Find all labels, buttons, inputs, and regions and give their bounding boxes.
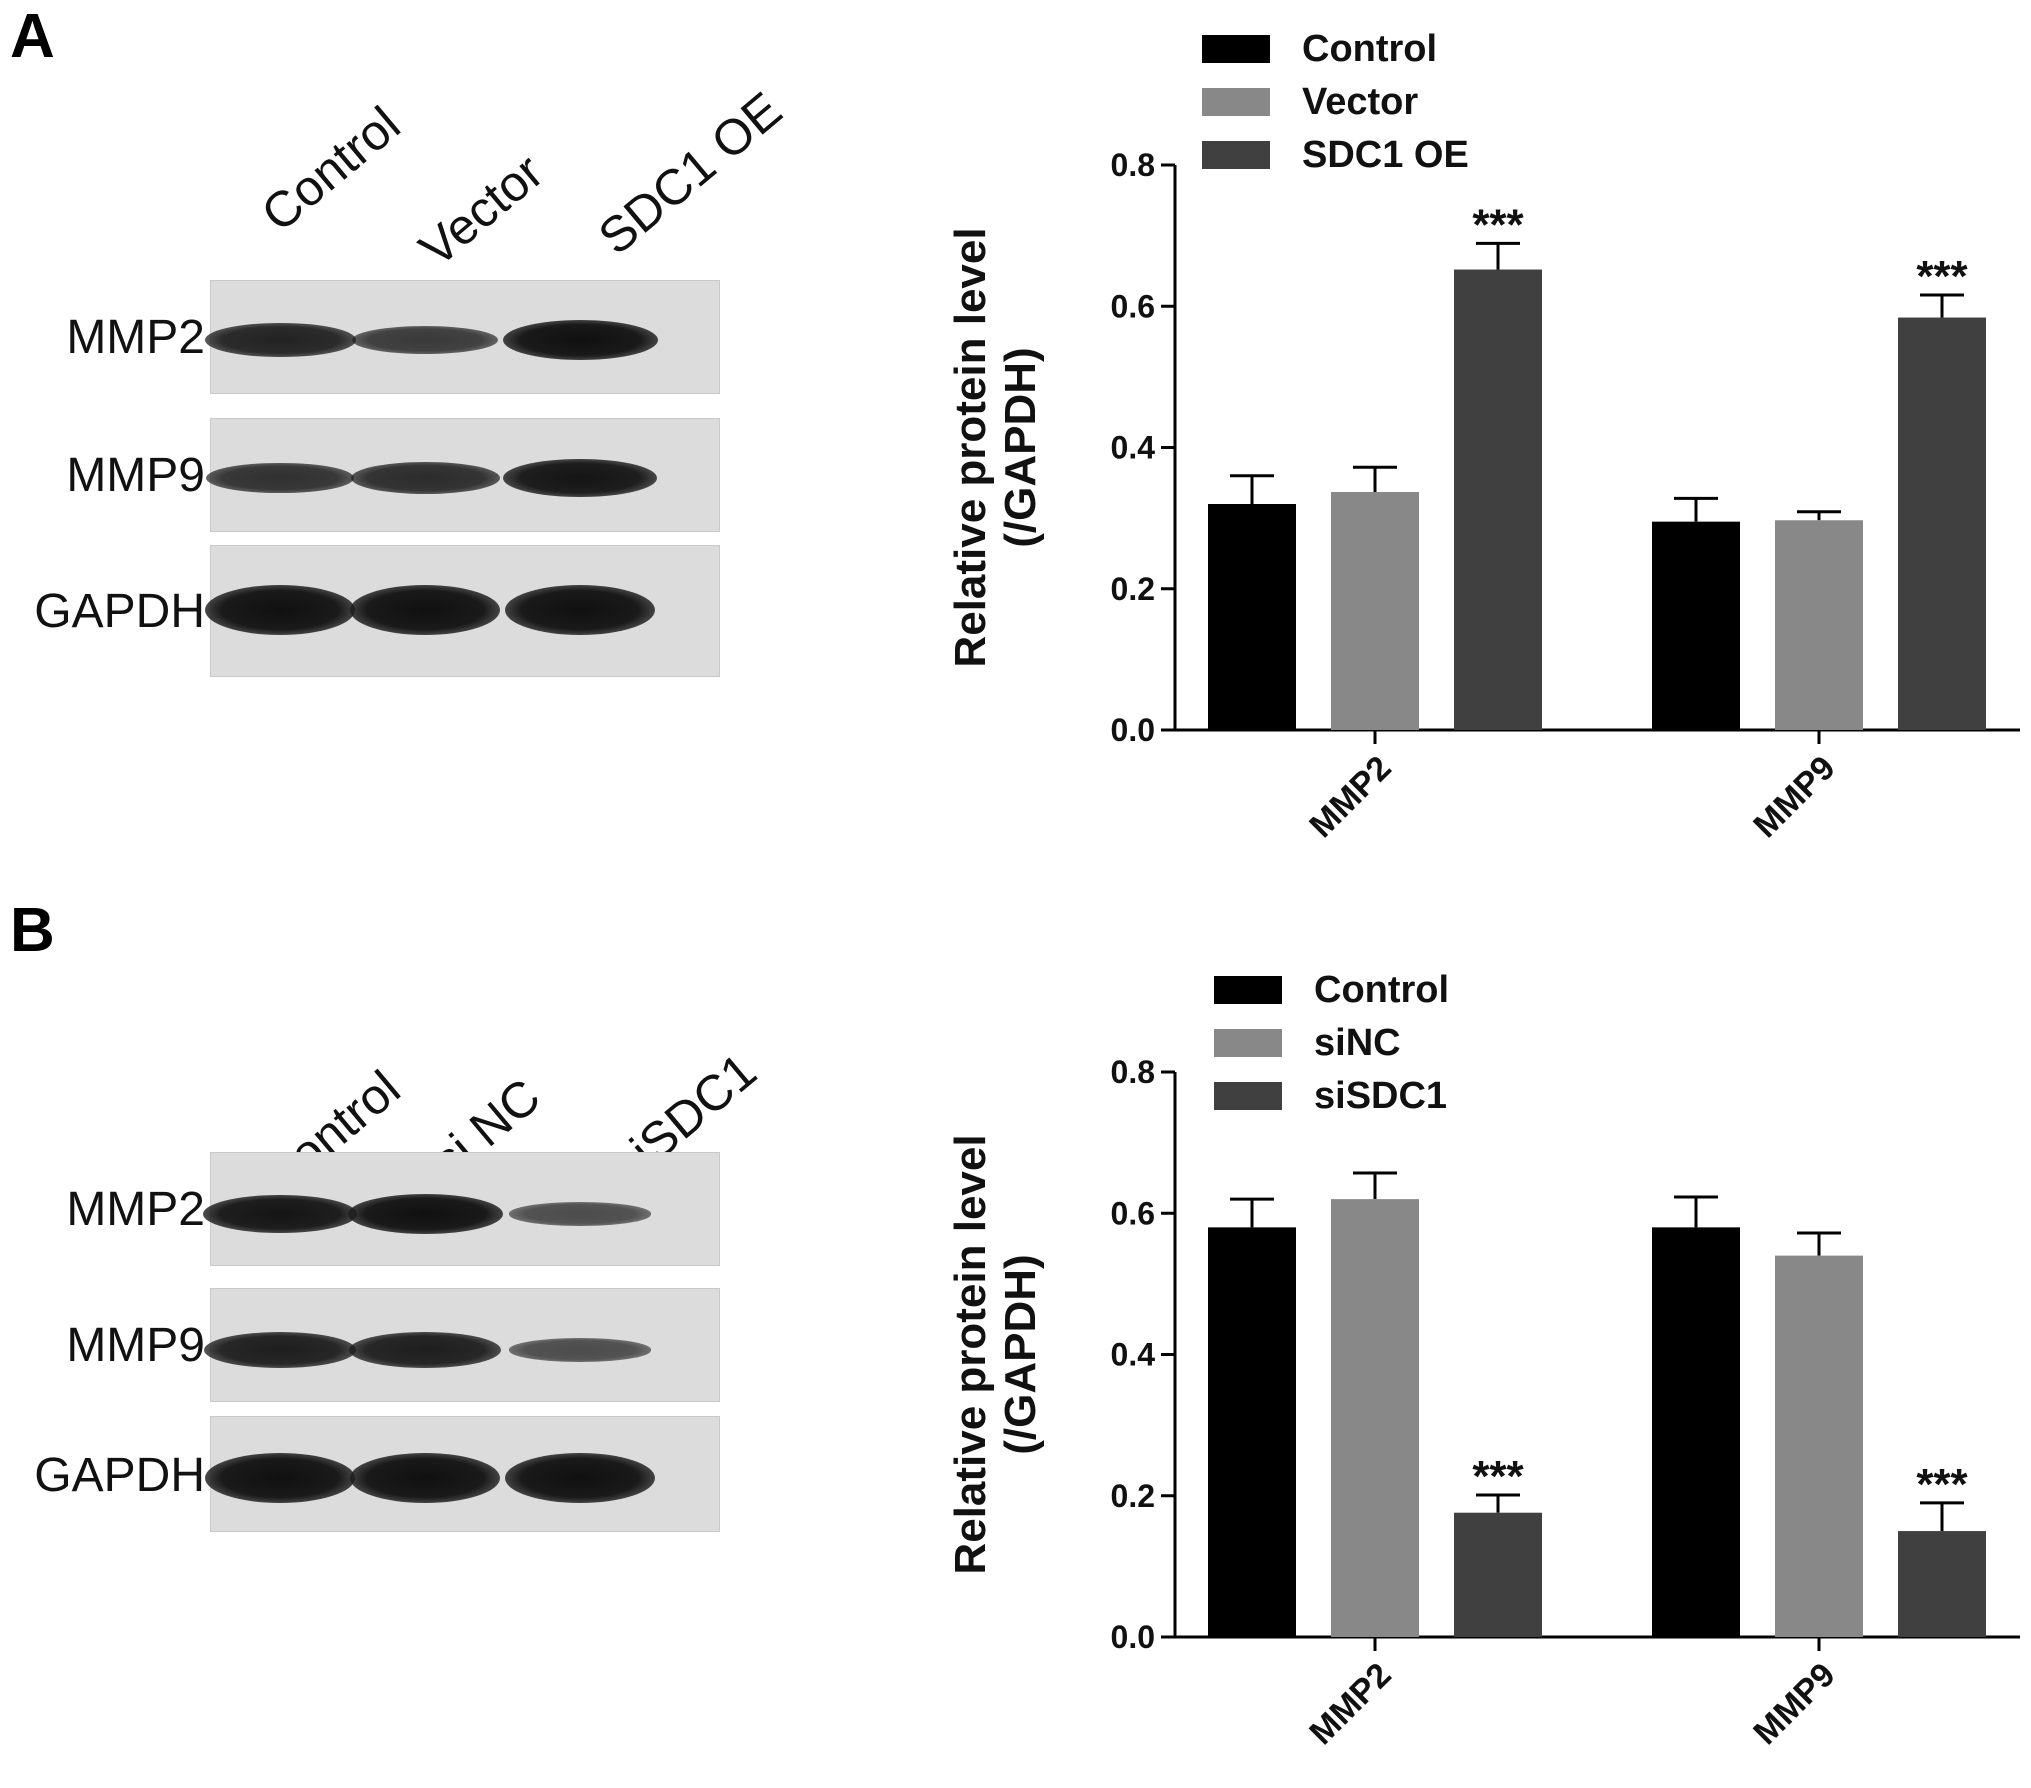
y-tick-label: 0.8	[1111, 1054, 1155, 1090]
y-tick-label: 0.4	[1111, 430, 1156, 466]
panel-letter: A	[10, 2, 55, 71]
blot-band	[503, 458, 657, 498]
y-tick-label: 0.0	[1111, 1619, 1155, 1655]
bar	[1208, 504, 1296, 730]
y-tick-label: 0.2	[1111, 571, 1155, 607]
protein-label: GAPDH	[34, 1449, 205, 1502]
y-axis-label-line: Relative protein level	[946, 1134, 995, 1574]
blot-band	[206, 462, 354, 494]
legend-label: SDC1 OE	[1302, 134, 1469, 176]
legend-swatch	[1202, 88, 1270, 116]
blot-band	[502, 320, 658, 360]
legend-label: Vector	[1302, 81, 1418, 123]
blot-band	[204, 322, 356, 358]
protein-label: MMP9	[66, 1319, 205, 1372]
y-tick-label: 0.8	[1111, 147, 1155, 183]
significance-marker: ***	[1472, 200, 1524, 249]
blot-band	[509, 1202, 651, 1226]
legend-swatch	[1214, 1082, 1282, 1110]
blot-band	[350, 461, 500, 495]
x-tick-label: MMP2	[1302, 749, 1398, 845]
legend-swatch	[1214, 1029, 1282, 1057]
y-tick-label: 0.0	[1111, 712, 1155, 748]
x-tick-label: MMP9	[1746, 1656, 1842, 1752]
protein-label: MMP2	[66, 1183, 205, 1236]
panel-b: B Control si NC siSDC1 MMP2 MMP9 GAPDH C…	[0, 894, 2031, 1788]
protein-label: MMP9	[66, 449, 205, 502]
legend-swatch	[1214, 976, 1282, 1004]
blot-band	[349, 1331, 501, 1369]
y-tick-label: 0.6	[1111, 288, 1155, 324]
bar-chart-a: Control Vector SDC1 OE 0.0 0.2 0.4 0.6 0.8 Relat…	[946, 28, 2020, 845]
blot-band	[347, 1194, 503, 1234]
y-axis-label-line: (/GAPDH)	[996, 1254, 1045, 1454]
blot-band	[203, 1194, 357, 1234]
legend-label: Control	[1314, 969, 1449, 1011]
y-axis-label: Relative protein level(/GAPDH)	[946, 227, 1045, 667]
bar	[1331, 1199, 1419, 1637]
bar	[1775, 1255, 1863, 1637]
blot-band	[505, 1453, 655, 1503]
bar	[1208, 1227, 1296, 1637]
legend-label: Control	[1302, 28, 1437, 70]
legend-label: siSDC1	[1314, 1075, 1447, 1117]
x-tick-label: MMP9	[1746, 749, 1842, 845]
significance-marker: ***	[1916, 1460, 1968, 1509]
y-axis-label-line: (/GAPDH)	[996, 347, 1045, 547]
blot-band	[352, 325, 498, 355]
panel-a: A Control Vector SDC1 OE MMP2 MMP9 GAPDH…	[0, 0, 2020, 894]
bar-chart-b: Control siNC siSDC1 0.0 0.2 0.4 0.6 0.8 Relative…	[946, 969, 2020, 1752]
bar	[1898, 317, 1986, 730]
bar	[1454, 269, 1542, 730]
significance-marker: ***	[1472, 1452, 1524, 1501]
lane-label: Vector	[408, 143, 554, 278]
significance-marker: ***	[1916, 252, 1968, 301]
blot-band	[505, 585, 655, 635]
y-tick-label: 0.2	[1111, 1478, 1155, 1514]
y-tick-label: 0.6	[1111, 1195, 1155, 1231]
panel-letter: B	[10, 896, 55, 965]
legend-label: siNC	[1314, 1022, 1401, 1064]
western-blot: Control si NC siSDC1 MMP2 MMP9 GAPDH	[0, 894, 900, 1788]
western-blot: Control Vector SDC1 OE MMP2 MMP9 GAPDH	[0, 0, 900, 894]
bar	[1652, 1227, 1740, 1637]
legend-swatch	[1202, 141, 1270, 169]
bar	[1898, 1531, 1986, 1637]
lane-label: SDC1 OE	[587, 81, 793, 266]
blot-band	[350, 585, 500, 635]
blot-band	[350, 1453, 500, 1503]
blot-band	[204, 1331, 356, 1369]
bar	[1775, 520, 1863, 730]
lane-label: Control	[250, 95, 411, 243]
bar	[1652, 521, 1740, 730]
protein-label: GAPDH	[34, 585, 205, 638]
bar	[1454, 1512, 1542, 1637]
y-tick-label: 0.4	[1111, 1337, 1156, 1373]
blot-band	[509, 1338, 651, 1362]
y-axis-label-line: Relative protein level	[946, 227, 995, 667]
x-tick-label: MMP2	[1302, 1656, 1398, 1752]
bar	[1331, 491, 1419, 730]
y-axis-label: Relative protein level(/GAPDH)	[946, 1134, 1045, 1574]
legend-swatch	[1202, 35, 1270, 63]
blot-band	[205, 1453, 355, 1503]
protein-label: MMP2	[66, 311, 205, 364]
blot-band	[205, 585, 355, 635]
